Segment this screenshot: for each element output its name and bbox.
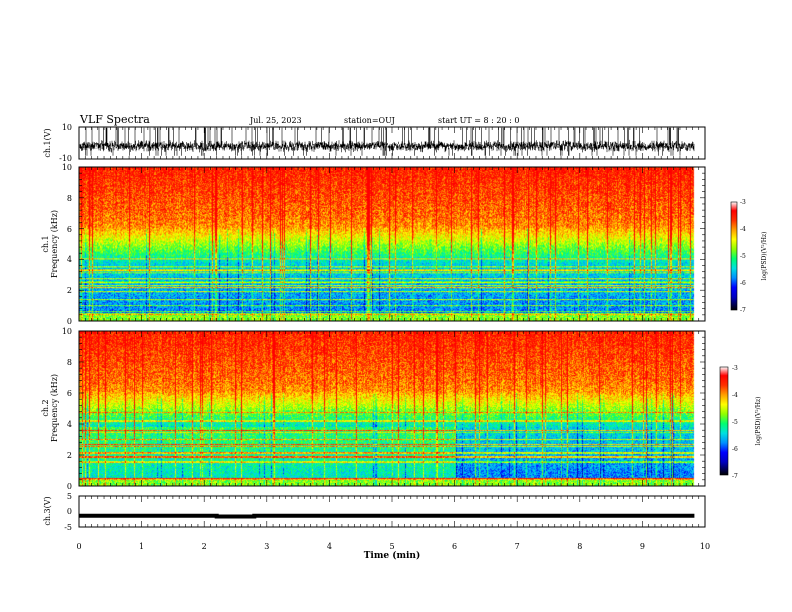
time-tick-label: 3 (264, 542, 269, 551)
time-tick-label: 8 (577, 542, 582, 551)
ch2-colorbar-label: log(PSD)(V²/Hz) (755, 397, 762, 446)
ch1-spectrogram-ticks (78, 166, 706, 322)
time-tick-label: 9 (640, 542, 645, 551)
time-tick-label: 6 (452, 542, 457, 551)
ch1-freq-tick-8: 8 (67, 194, 72, 203)
time-axis-tick-labels: 0 1 2 3 4 5 6 7 8 9 10 (76, 542, 710, 551)
time-axis-label: Time (min) (364, 550, 421, 561)
ch1-waveform-panel: 10 -10 ch.1(V) (43, 123, 706, 163)
ch2-freq-tick-8: 8 (67, 358, 72, 367)
ch3-ytick-label: 0 (67, 507, 72, 516)
ch2-freq-tick-2: 2 (67, 451, 72, 460)
ch2-spectrogram-channel-label: ch.2 (41, 399, 50, 416)
time-tick-label: 1 (139, 542, 144, 551)
ch1-spectrogram-ylabel: Frequency (kHz) (50, 210, 59, 278)
ch3-waveform-ylabel: ch.3(V) (43, 496, 52, 525)
ch1-waveform-trace (79, 127, 695, 156)
time-tick-label: 5 (389, 542, 394, 551)
figure-date: Jul. 25, 2023 (249, 116, 302, 125)
time-tick-label: 2 (202, 542, 207, 551)
ch1-spectrogram-heatmap (79, 167, 705, 321)
ch2-freq-tick-0: 0 (67, 482, 72, 491)
ch2-spectrogram-ylabel: Frequency (kHz) (50, 374, 59, 442)
figure-title: VLF Spectra (79, 113, 150, 126)
ch1-spectrogram-ytick-labels: 0 2 4 6 8 10 (62, 163, 72, 326)
ch1-spectrogram-panel: 0 2 4 6 8 10 ch.1 Frequency (kHz) -3 -4 … (41, 163, 768, 326)
ch1-colorbar-frame (730, 201, 738, 311)
ch2-spectrogram-panel: 0 2 4 6 8 10 ch.2 Frequency (kHz) -3 -4 … (41, 327, 762, 491)
ch2-colorbar-tick: -4 (732, 392, 738, 399)
ch1-freq-tick-10: 10 (62, 163, 72, 172)
ch2-colorbar-tick: -5 (732, 419, 738, 426)
ch2-colorbar-tick: -6 (732, 446, 738, 453)
ch1-freq-tick-6: 6 (67, 225, 72, 234)
ch1-waveform-ylabel: ch.1(V) (43, 128, 52, 157)
ch1-colorbar-tick: -3 (740, 199, 746, 206)
ch1-waveform-line (79, 127, 695, 156)
ch2-spectrogram-ticks (78, 330, 706, 487)
ch2-colorbar (720, 367, 728, 475)
figure-start-ut: start UT = 8 : 20 : 0 (438, 116, 519, 125)
figure-station: station=OUJ (344, 116, 395, 125)
ch1-freq-tick-0: 0 (67, 317, 72, 326)
ch1-ytick-label: 10 (62, 123, 72, 132)
ch2-colorbar-frame (719, 366, 729, 476)
ch1-colorbar-label: log(PSD)(V²/Hz) (761, 232, 768, 281)
time-tick-label: 7 (515, 542, 520, 551)
time-tick-label: 4 (327, 542, 332, 551)
ch3-ytick-label: 5 (67, 492, 72, 501)
ch1-colorbar-tick: -6 (740, 280, 746, 287)
time-tick-label: 10 (700, 542, 710, 551)
ch2-colorbar-tick: -3 (732, 365, 738, 372)
ch3-waveform-line (79, 513, 695, 519)
ch1-colorbar-tick: -7 (740, 307, 746, 314)
ch2-freq-tick-4: 4 (67, 420, 72, 429)
ch1-ytick-label: -10 (59, 154, 72, 163)
ch1-waveform-ticks (78, 127, 706, 159)
ch3-waveform-panel: 5 0 -5 ch.3(V) (43, 492, 706, 532)
ch1-colorbar-tick: -4 (740, 226, 746, 233)
time-tick-label: 0 (76, 542, 81, 551)
ch2-spectrogram-ytick-labels: 0 2 4 6 8 10 (62, 327, 72, 491)
ch2-freq-tick-6: 6 (67, 389, 72, 398)
ch3-ytick-label: -5 (64, 523, 72, 532)
ch1-spectrogram-channel-label: ch.1 (41, 235, 50, 252)
ch3-waveform-trace (79, 513, 695, 519)
ch3-waveform-ticks (78, 496, 706, 527)
ch2-colorbar-tick: -7 (732, 473, 738, 480)
ch1-freq-tick-4: 4 (67, 255, 72, 264)
ch1-colorbar (731, 202, 737, 310)
ch2-spectrogram-heatmap (79, 331, 705, 486)
ch2-freq-tick-10: 10 (62, 327, 72, 336)
ch1-colorbar-tick: -5 (740, 253, 746, 260)
ch1-freq-tick-2: 2 (67, 286, 72, 295)
